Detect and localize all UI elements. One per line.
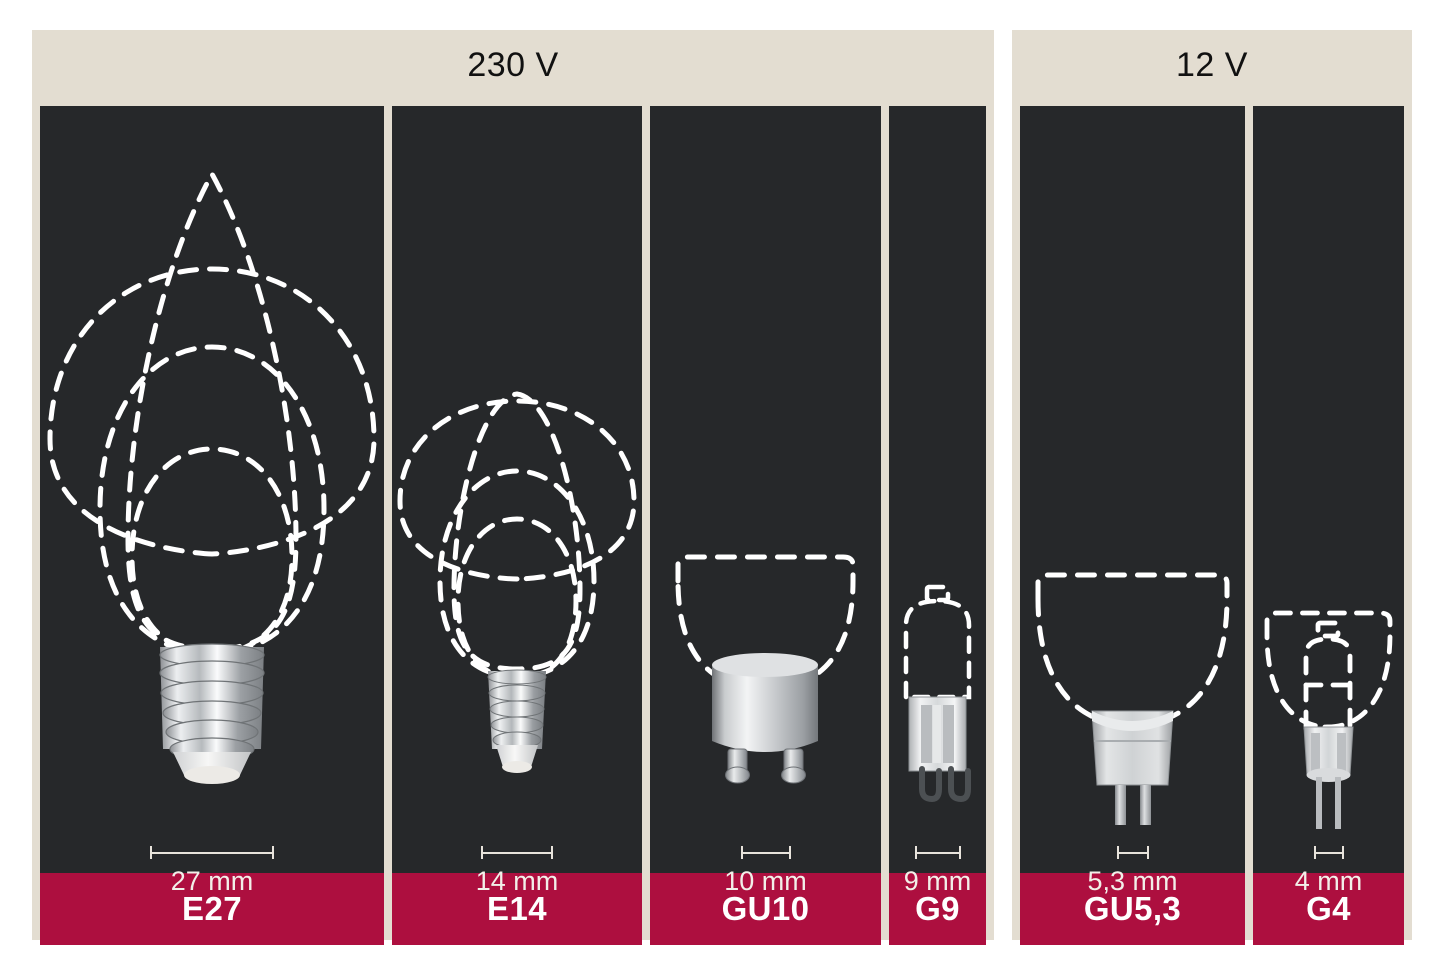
dimension-g4: 4 mm (1253, 846, 1404, 897)
voltage-group-230v-title: 230 V (467, 45, 559, 84)
dimension-cap-right (1341, 846, 1344, 859)
dimension-cap-right (272, 846, 274, 859)
socket-column-gu53[interactable]: 5,3 mm GU5,3 (1020, 106, 1245, 945)
dimension-cap-right (551, 846, 553, 859)
socket-column-gu10[interactable]: 10 mm GU10 (650, 106, 881, 945)
outline-teardrop-pointed (125, 168, 299, 652)
socket-label-g4[interactable]: G4 (1253, 873, 1404, 945)
e27-bulb-diagram (47, 168, 377, 784)
dimension-bar-g4 (1313, 846, 1344, 859)
dimension-bar-e14 (481, 846, 553, 859)
dimension-label-gu53: 5,3 mm (1087, 866, 1178, 896)
dimension-cap-left (740, 846, 743, 859)
gu10-base (712, 653, 818, 784)
socket-label-gu53-text: GU5,3 (1083, 890, 1182, 927)
socket-label-e27[interactable]: E27 (40, 873, 384, 945)
socket-column-e27[interactable]: 27 mm E27 (40, 106, 384, 945)
outline-candle-pointed (451, 391, 583, 672)
g4-bulb-diagram (1264, 610, 1393, 829)
socket-column-g4[interactable]: 4 mm G4 (1253, 106, 1404, 945)
socket-column-g9[interactable]: 9 mm G9 (889, 106, 986, 945)
outline-reflector (1264, 610, 1393, 730)
socket-artwork-g9 (889, 106, 986, 873)
dimension-e14: 14 mm (392, 846, 642, 897)
dimension-cap-left (1116, 846, 1119, 859)
socket-label-e14-text: E14 (487, 890, 547, 927)
outline-standard-pear (97, 344, 327, 657)
dimension-g9: 9 mm (889, 846, 986, 897)
socket-artwork-gu53 (1020, 106, 1245, 873)
voltage-group-12v-title: 12 V (1176, 45, 1248, 84)
dimension-label-g4: 4 mm (1294, 866, 1363, 896)
outline-standard-pear (437, 468, 597, 680)
socket-label-g9[interactable]: G9 (889, 873, 986, 945)
socket-column-e14[interactable]: 14 mm E14 (392, 106, 642, 945)
g9-base (908, 696, 971, 803)
socket-label-e27-text: E27 (182, 890, 242, 927)
dimension-line (740, 852, 791, 854)
dimension-cap-left (150, 846, 152, 859)
dimension-label-e14: 14 mm (475, 866, 559, 896)
socket-artwork-gu10 (650, 106, 881, 873)
socket-artwork-g4 (1253, 106, 1404, 873)
outline-globe (397, 398, 637, 582)
outline-reflector (1035, 572, 1230, 728)
dimension-cap-left (1313, 846, 1316, 859)
dimension-bar-e27 (150, 846, 274, 859)
outline-capsule-tip (1315, 620, 1341, 639)
dimension-cap-right (958, 846, 961, 859)
dimension-cap-right (788, 846, 791, 859)
gu53-base (1091, 710, 1174, 825)
dimension-line (914, 852, 961, 854)
g4-base (1303, 726, 1354, 829)
socket-artwork-e14 (392, 106, 642, 873)
socket-label-e14[interactable]: E14 (392, 873, 642, 945)
dimension-cap-right (1146, 846, 1149, 859)
e27-screw-base (159, 643, 265, 784)
e14-bulb-diagram (397, 391, 637, 773)
outline-capsule-tip (924, 584, 951, 603)
e14-screw-base (487, 669, 547, 773)
outline-small-pear (129, 446, 295, 657)
dimension-label-g9: 9 mm (903, 866, 972, 896)
socket-label-g9-text: G9 (915, 890, 960, 927)
dimension-bar-g9 (914, 846, 961, 859)
dimension-cap-left (914, 846, 917, 859)
socket-label-gu53[interactable]: GU5,3 (1020, 873, 1245, 945)
g9-bulb-diagram (903, 584, 972, 803)
dimension-label-e27: 27 mm (170, 866, 254, 896)
dimension-line (1313, 852, 1344, 854)
dimension-bar-gu53 (1116, 846, 1149, 859)
outline-capsule (903, 598, 972, 700)
socket-label-gu10[interactable]: GU10 (650, 873, 881, 945)
socket-label-g4-text: G4 (1306, 890, 1351, 927)
dimension-gu10: 10 mm (650, 846, 881, 897)
dimension-line (1116, 852, 1149, 854)
dimension-line (481, 852, 553, 854)
dimension-gu53: 5,3 mm (1020, 846, 1245, 897)
gu10-bulb-diagram (675, 554, 856, 784)
gu53-bulb-diagram (1035, 572, 1230, 825)
outline-small-pear (455, 516, 579, 682)
outline-reflector (675, 554, 856, 692)
socket-label-gu10-text: GU10 (721, 890, 810, 927)
outline-globe (47, 266, 377, 557)
dimension-bar-gu10 (740, 846, 791, 859)
socket-artwork-e27 (40, 106, 384, 873)
dimension-line (150, 852, 274, 854)
dimension-label-gu10: 10 mm (724, 866, 807, 896)
dimension-cap-left (481, 846, 483, 859)
dimension-e27: 27 mm (40, 846, 384, 897)
